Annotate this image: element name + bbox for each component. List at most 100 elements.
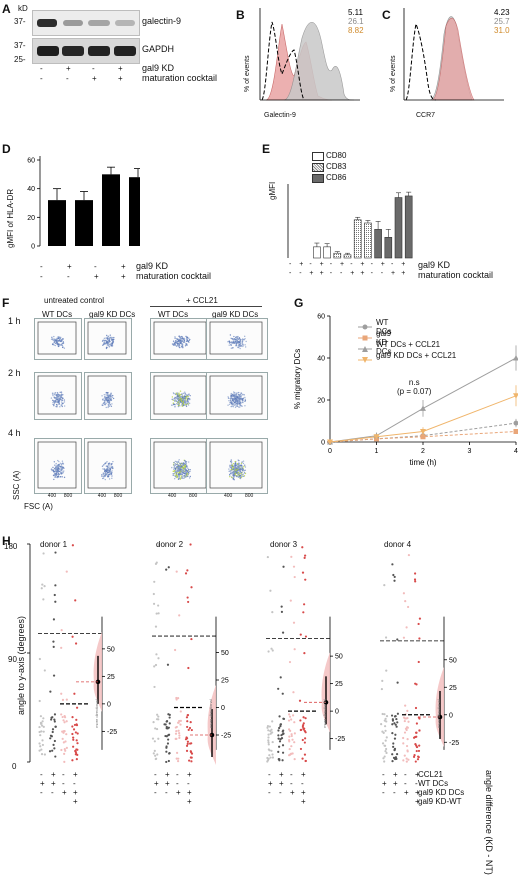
flow-event xyxy=(238,406,241,408)
h-cell-point xyxy=(381,730,384,733)
flow-event xyxy=(240,402,242,405)
flow-event xyxy=(236,471,238,474)
h-cell-point xyxy=(390,714,394,717)
flow-event xyxy=(53,339,55,342)
h-cell-point xyxy=(303,729,307,733)
h-row-label-kd: gal9 KD DCs xyxy=(418,788,465,797)
h-cell-point xyxy=(383,719,386,722)
flow-plot xyxy=(206,438,268,494)
e-sign: + xyxy=(401,261,406,268)
e-bar xyxy=(364,222,372,259)
panel-f-xlabel: FSC (A) xyxy=(24,502,53,511)
flow-event xyxy=(180,399,183,402)
flow-event xyxy=(227,341,229,343)
h-cell-point xyxy=(391,719,395,722)
h-cell-point xyxy=(53,713,57,716)
h-cell-point xyxy=(298,699,302,702)
legend-label-cd83: CD83 xyxy=(326,162,347,171)
h-cell-point xyxy=(415,744,418,747)
h-cell-point xyxy=(302,716,305,719)
h-cell-point xyxy=(38,725,41,729)
flow-event xyxy=(235,393,238,396)
h-cell-point xyxy=(290,745,293,748)
h-cell-point xyxy=(179,710,182,713)
flow-event xyxy=(178,459,180,461)
flow-event xyxy=(181,469,184,471)
flow-event xyxy=(184,469,187,471)
h-cell-point xyxy=(72,728,76,731)
h-cell-point xyxy=(155,718,159,721)
h-cell-point xyxy=(270,728,273,731)
flow-event xyxy=(107,473,109,476)
flow-event xyxy=(180,335,182,338)
h-cell-point xyxy=(407,720,410,723)
flow-event xyxy=(178,393,180,396)
legend-swatch-cd86 xyxy=(312,174,324,183)
flow-event xyxy=(61,344,63,346)
h-cell-point xyxy=(288,660,292,664)
flow-event xyxy=(174,467,177,470)
flow-event xyxy=(178,477,181,480)
e-sign: + xyxy=(360,261,365,268)
flow-event xyxy=(183,339,185,342)
h-cell-point xyxy=(41,720,44,723)
flow-event xyxy=(237,396,239,399)
flow-event xyxy=(173,403,176,406)
flow-event xyxy=(238,465,241,468)
e-sign: + xyxy=(299,261,304,268)
flow-event xyxy=(113,336,115,339)
flow-event xyxy=(241,465,244,467)
h-cell-point xyxy=(281,733,284,736)
h-cell-point xyxy=(287,719,291,722)
flow-event xyxy=(171,343,174,345)
flow-event xyxy=(50,468,53,470)
h-cell-point xyxy=(189,742,192,745)
h-cell-point xyxy=(290,734,293,738)
h-cell-point xyxy=(61,737,64,740)
flow-event xyxy=(234,460,236,463)
h-cell-point xyxy=(396,638,399,641)
flow-event xyxy=(171,404,173,406)
e-bar xyxy=(343,254,352,259)
flow-event xyxy=(179,397,182,400)
flow-event xyxy=(185,343,188,345)
galectin9-histogram xyxy=(259,8,360,101)
panel-b-value-orange: 8.82 xyxy=(348,26,364,35)
flow-event xyxy=(54,472,56,475)
flow-event xyxy=(189,468,191,471)
flow-event xyxy=(55,474,57,476)
h-sign: + xyxy=(404,788,409,797)
flow-event xyxy=(242,460,245,462)
h-cell-point xyxy=(414,580,417,583)
flow-event xyxy=(181,476,183,478)
row-label-2h: 2 h xyxy=(8,368,21,378)
h-cell-point xyxy=(75,718,78,721)
flow-event xyxy=(181,345,183,347)
h-cell-point xyxy=(302,611,305,614)
flow-event xyxy=(106,397,108,399)
h-row-label-wt: WT DCs xyxy=(418,779,449,788)
h-cell-point xyxy=(75,724,79,727)
flow-xtick: 800 xyxy=(245,493,254,499)
h-cell-point xyxy=(72,738,75,741)
h-cell-point xyxy=(293,721,296,724)
flow-event xyxy=(55,401,58,403)
h-cell-point xyxy=(301,724,305,727)
flow-event xyxy=(234,406,237,408)
h-cell-point xyxy=(413,578,417,581)
flow-event xyxy=(241,461,243,463)
h-cell-point xyxy=(385,751,388,755)
flow-gate xyxy=(37,441,77,489)
h-cell-point xyxy=(394,715,397,718)
flow-event xyxy=(63,399,66,401)
h-cell-point xyxy=(153,685,156,689)
flow-event xyxy=(239,474,242,477)
flow-event xyxy=(238,404,241,406)
h-cell-point xyxy=(40,724,44,727)
h-right-tick-label: 25 xyxy=(449,685,457,692)
h-cell-point xyxy=(381,742,385,745)
flow-event xyxy=(240,462,243,465)
h-cell-point xyxy=(40,587,43,590)
flow-event xyxy=(232,405,235,408)
h-directional-note: more directional xyxy=(322,699,327,728)
